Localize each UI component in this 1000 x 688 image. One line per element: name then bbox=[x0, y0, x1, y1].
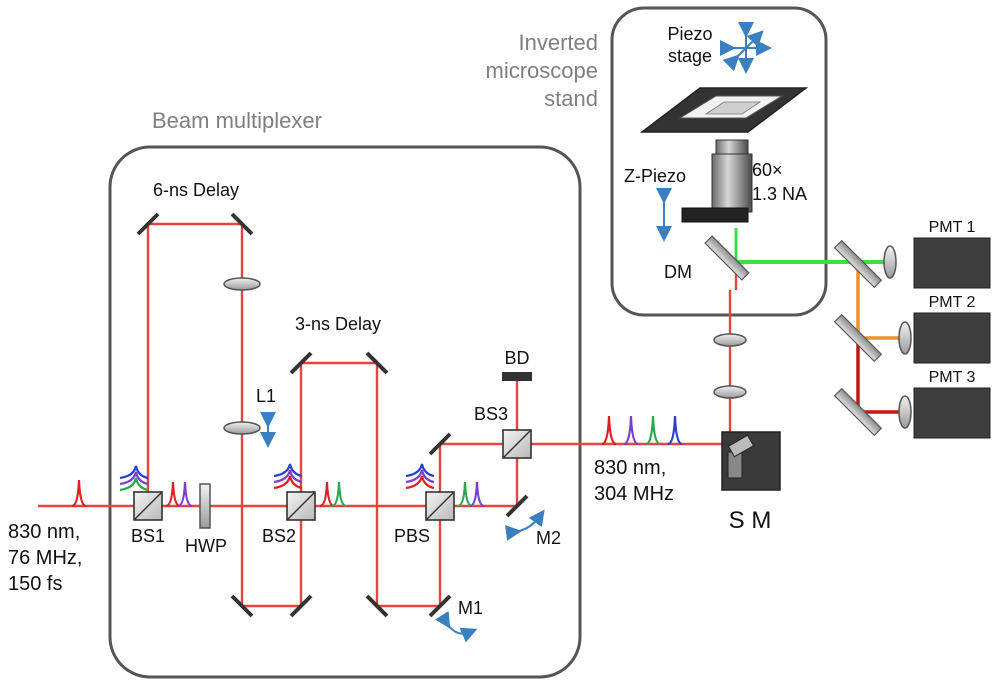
lens-pmt2 bbox=[898, 321, 912, 355]
objective-lens bbox=[681, 139, 753, 223]
z-piezo-label: Z-Piezo bbox=[624, 166, 686, 186]
piezo-stage bbox=[639, 87, 809, 133]
input-beam-line3: 150 fs bbox=[8, 573, 62, 595]
mirror-3ns-right bbox=[365, 351, 389, 375]
bs1-cube bbox=[133, 491, 163, 521]
bs3-label: BS3 bbox=[474, 404, 508, 424]
microscope-label-line1: Inverted bbox=[519, 30, 599, 55]
pulse-pbs-a bbox=[405, 463, 435, 478]
pulse-out-blue bbox=[667, 415, 683, 446]
bs3-branch-path bbox=[438, 290, 732, 506]
pmt-dichroic-3 bbox=[833, 387, 883, 437]
input-beam-line2: 76 MHz, bbox=[8, 547, 82, 569]
bs1-label: BS1 bbox=[131, 526, 165, 546]
scan-mirror-label: S M bbox=[729, 507, 772, 534]
m1-label: M1 bbox=[458, 598, 483, 618]
pbs-label: PBS bbox=[394, 526, 430, 546]
pmt2-box bbox=[913, 312, 991, 364]
pulse-trains bbox=[71, 415, 683, 508]
mirror-6ns-bottom bbox=[230, 594, 254, 618]
piezo-stage-label-line2: stage bbox=[668, 46, 712, 66]
laser-beam-paths bbox=[38, 222, 738, 608]
beam-multiplexer-label: Beam multiplexer bbox=[152, 108, 322, 133]
objective-label-line2: 1.3 NA bbox=[752, 184, 807, 204]
pmt1-box bbox=[913, 237, 991, 289]
pmt2-label: PMT 2 bbox=[929, 294, 976, 311]
pulse-out-green bbox=[645, 415, 661, 446]
bd-label: BD bbox=[504, 348, 529, 368]
pulse-fwd-purple bbox=[177, 481, 193, 508]
pulse-bs1-c bbox=[119, 477, 149, 492]
dichroic-mirror bbox=[704, 235, 750, 281]
mirror-bs3-left bbox=[428, 432, 452, 456]
microscope-label-line3: stand bbox=[544, 86, 598, 111]
bs2-cube bbox=[286, 491, 316, 521]
pulse-bs2-b bbox=[273, 469, 303, 484]
mirror-3ns-bottom-right bbox=[365, 594, 389, 618]
hwp-label: HWP bbox=[185, 536, 227, 556]
microscope-stand-box bbox=[610, 6, 828, 317]
beam-multiplexer-box bbox=[108, 145, 582, 679]
six-ns-delay-path bbox=[146, 222, 442, 608]
pulse-out-red bbox=[601, 415, 617, 446]
pulse-pbs-purple bbox=[469, 481, 485, 508]
lens-relay-lower bbox=[713, 385, 747, 399]
mirror-m1 bbox=[428, 594, 452, 618]
l1-label: L1 bbox=[256, 386, 276, 406]
lens-pmt1 bbox=[883, 245, 897, 279]
mirror-6ns-left bbox=[136, 212, 160, 236]
lens-pmt3 bbox=[898, 395, 912, 429]
pulse-bs1-a bbox=[119, 465, 149, 480]
pulse-bs2-green bbox=[331, 481, 347, 508]
pulse-fwd-red bbox=[165, 481, 181, 508]
mirrors bbox=[136, 212, 529, 618]
pmt-dichroic-2 bbox=[833, 313, 883, 363]
pmt3-box bbox=[913, 387, 991, 439]
pulse-pbs-c bbox=[405, 475, 435, 490]
pulse-bs2-c bbox=[273, 475, 303, 490]
pulse-out-purple bbox=[623, 415, 639, 446]
objective-label-line1: 60× bbox=[752, 160, 783, 180]
three-ns-delay-label: 3-ns Delay bbox=[295, 314, 381, 334]
pulse-bs2-red bbox=[319, 481, 335, 508]
pulse-pbs-green bbox=[457, 481, 473, 508]
mirror-3ns-bottom-left bbox=[289, 594, 313, 618]
input-beam-line1: 830 nm, bbox=[8, 521, 80, 543]
half-wave-plate bbox=[199, 483, 211, 529]
lens-relay-upper bbox=[713, 333, 747, 347]
lens-6ns-upper bbox=[223, 277, 261, 291]
pulse-bs1-b bbox=[119, 471, 149, 486]
pbs-cube bbox=[425, 491, 455, 521]
dm-label: DM bbox=[664, 262, 692, 282]
pmt3-label: PMT 3 bbox=[929, 369, 976, 386]
beam-dump bbox=[502, 372, 532, 381]
six-ns-delay-label: 6-ns Delay bbox=[153, 180, 239, 200]
pulse-pbs-b bbox=[405, 469, 435, 484]
pmt-dichroic-1 bbox=[833, 239, 883, 289]
output-beam-line1: 830 nm, bbox=[594, 457, 666, 479]
bs3-cube bbox=[502, 429, 532, 459]
m2-label: M2 bbox=[536, 528, 561, 548]
pulse-bs2-a bbox=[273, 463, 303, 478]
microscope-label-line2: microscope bbox=[486, 58, 598, 83]
lens-l1 bbox=[223, 421, 261, 435]
bs2-label: BS2 bbox=[262, 526, 296, 546]
output-beam-line2: 304 MHz bbox=[594, 483, 674, 505]
m2-rotate-arrow bbox=[505, 509, 545, 541]
mirror-6ns-right bbox=[230, 212, 254, 236]
m1-rotate-arrow bbox=[434, 610, 478, 643]
scan-mirror bbox=[721, 431, 781, 491]
mirror-3ns-left bbox=[289, 351, 313, 375]
pmt1-label: PMT 1 bbox=[929, 219, 976, 236]
piezo-stage-label-line1: Piezo bbox=[667, 24, 712, 44]
pulse-input bbox=[71, 479, 87, 508]
piezo-xy-arrows-icon bbox=[720, 22, 772, 74]
